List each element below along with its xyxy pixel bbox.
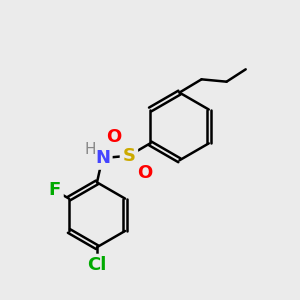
Text: O: O [137, 164, 153, 182]
Text: S: S [122, 147, 135, 165]
Text: N: N [95, 149, 110, 167]
Text: F: F [49, 182, 61, 200]
Text: O: O [106, 128, 122, 146]
Text: Cl: Cl [87, 256, 107, 274]
Text: H: H [84, 142, 96, 158]
